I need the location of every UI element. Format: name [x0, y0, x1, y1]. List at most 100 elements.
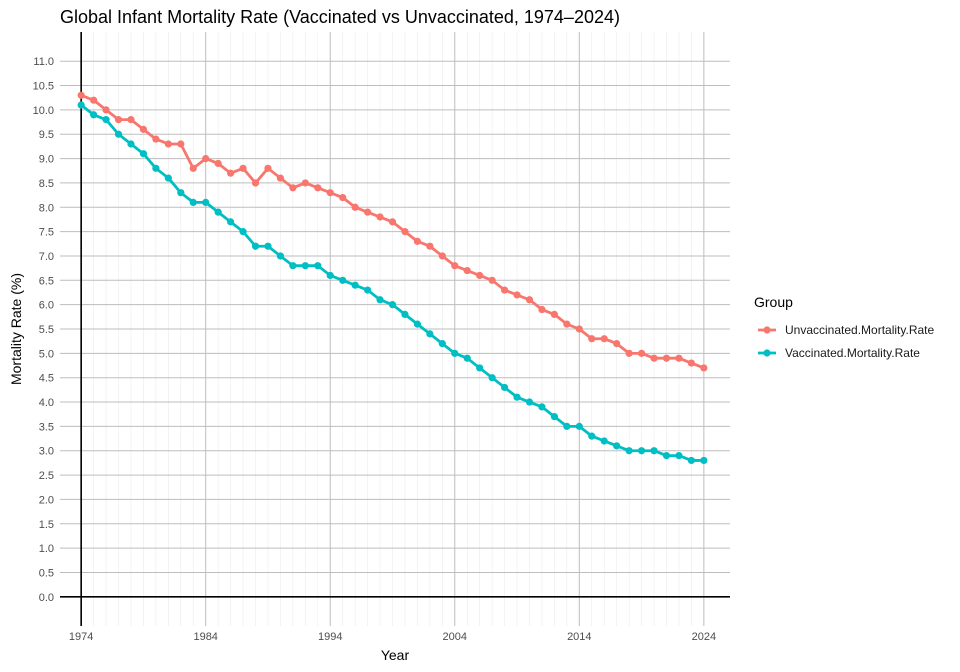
legend-key-point [763, 326, 771, 334]
legend-label: Unvaccinated.Mortality.Rate [785, 323, 935, 337]
data-point [513, 393, 521, 401]
data-point [401, 228, 409, 236]
y-tick-label: 7.5 [39, 227, 54, 239]
data-point [388, 218, 397, 226]
data-point [239, 228, 247, 236]
data-point [500, 286, 509, 294]
data-point [339, 276, 347, 284]
y-tick-label: 8.0 [39, 202, 54, 214]
data-point [314, 184, 322, 192]
data-point [289, 184, 297, 192]
data-point [513, 291, 521, 299]
series-vaccinated [77, 101, 708, 465]
y-tick-label: 8.5 [39, 178, 54, 190]
data-point [613, 340, 621, 348]
data-point [189, 198, 197, 207]
data-point [227, 169, 235, 177]
data-point [675, 451, 683, 460]
data-point [575, 422, 583, 430]
data-point [376, 296, 384, 304]
y-tick-label: 3.0 [39, 446, 54, 458]
y-tick-label: 10.5 [33, 81, 54, 93]
data-point [202, 154, 210, 163]
legend-label: Vaccinated.Mortality.Rate [785, 346, 920, 360]
data-point [388, 301, 397, 309]
y-tick-label: 0.0 [39, 592, 54, 604]
data-point [463, 354, 471, 362]
y-tick-label: 5.5 [39, 324, 54, 336]
data-point [251, 179, 260, 187]
data-point [177, 140, 185, 148]
grid-major [60, 32, 730, 626]
data-point [139, 125, 148, 133]
data-point [451, 349, 459, 357]
data-point [102, 116, 110, 124]
data-point [600, 335, 608, 343]
data-point [438, 252, 446, 260]
data-point [289, 262, 297, 270]
data-point [227, 218, 235, 226]
data-point [202, 198, 210, 207]
y-tick-label: 11.0 [33, 56, 54, 68]
data-point [600, 437, 608, 445]
data-point [152, 135, 160, 143]
data-point [114, 116, 123, 124]
data-point [488, 276, 496, 284]
y-tick-label: 6.5 [39, 275, 54, 287]
data-point [351, 281, 359, 289]
data-point [413, 320, 422, 328]
data-point [476, 271, 484, 280]
data-point [364, 286, 372, 294]
data-point [152, 164, 160, 172]
data-point [625, 447, 633, 455]
data-point [426, 242, 434, 250]
y-tick-label: 5.0 [39, 348, 54, 360]
chart-title: Global Infant Mortality Rate (Vaccinated… [60, 7, 620, 27]
data-point [463, 266, 471, 275]
data-point [637, 447, 646, 455]
data-point [364, 208, 372, 216]
data-point [127, 116, 135, 124]
data-point [127, 140, 135, 148]
data-point [276, 174, 285, 182]
x-tick-label: 2004 [443, 631, 467, 643]
data-point [613, 442, 621, 450]
x-tick-label: 1974 [69, 631, 93, 643]
data-point [376, 213, 384, 221]
x-tick-label: 1984 [193, 631, 217, 643]
data-point [538, 403, 546, 411]
y-tick-label: 9.0 [39, 154, 54, 166]
y-tick-label: 2.5 [39, 470, 54, 482]
data-point [687, 456, 695, 465]
data-point [538, 305, 546, 314]
data-point [588, 335, 596, 343]
axes [60, 32, 730, 626]
y-axis-title: Mortality Rate (%) [8, 273, 24, 385]
x-tick-label: 2024 [692, 631, 716, 643]
data-point [339, 193, 347, 202]
data-point [687, 359, 695, 367]
data-point [264, 164, 272, 172]
data-point [189, 164, 197, 172]
data-point [239, 164, 247, 172]
x-tick-labels: 1974 1984 1994 2004 2014 2024 [69, 631, 716, 643]
data-point [563, 320, 571, 328]
data-point [177, 189, 185, 197]
data-point [550, 310, 559, 318]
data-point [301, 262, 309, 270]
data-point [650, 354, 658, 362]
data-point [700, 456, 708, 465]
y-tick-label: 2.0 [39, 494, 54, 506]
y-tick-label: 1.0 [39, 543, 54, 555]
data-point [214, 159, 222, 168]
data-point [164, 174, 172, 182]
data-point [413, 237, 422, 245]
data-point [90, 111, 98, 119]
data-point [625, 349, 633, 357]
data-point [351, 203, 359, 211]
y-tick-label: 4.0 [39, 397, 54, 409]
data-point [301, 179, 309, 187]
data-point [426, 330, 434, 338]
data-point [650, 447, 658, 455]
